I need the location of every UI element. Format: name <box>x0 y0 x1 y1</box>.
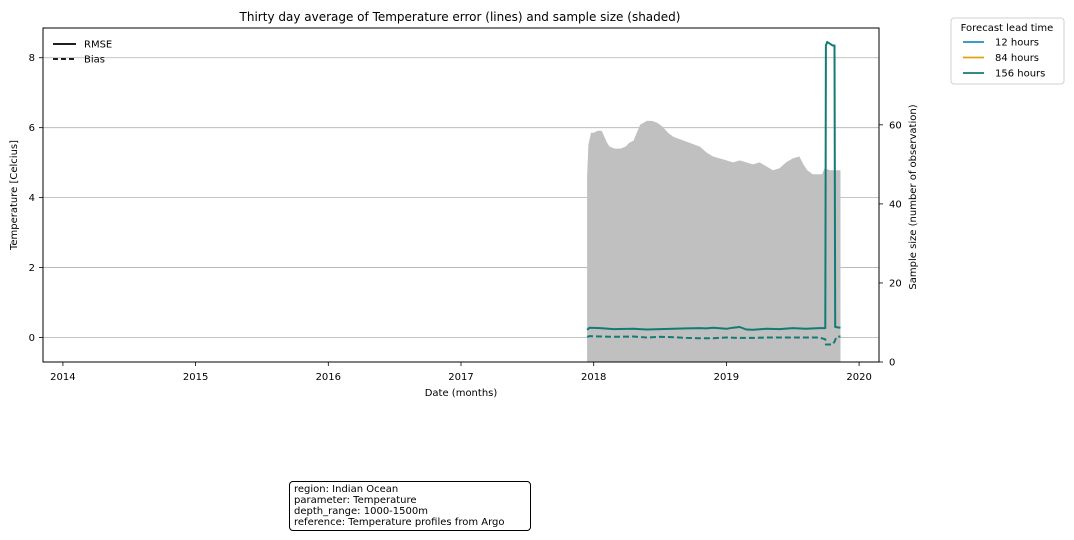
sample-size-area <box>587 120 841 363</box>
y-tick-label: 6 <box>29 123 35 134</box>
series-line-rmse <box>586 41 841 331</box>
series-legend: Forecast lead time 12 hours 84 hours 156 h… <box>950 17 1065 85</box>
y-tick-label: 4 <box>29 193 35 204</box>
y-tick-label: 0 <box>29 333 35 344</box>
y-tick-label: 2 <box>29 263 35 274</box>
series-legend-label: 12 hours <box>995 38 1039 49</box>
y2-tick-label: 60 <box>889 120 902 131</box>
x-tick-label: 2015 <box>183 372 208 383</box>
info-depth-range: depth_range: 1000-1500m <box>294 506 428 517</box>
series-line-bias <box>586 335 841 346</box>
x-tick-label: 2018 <box>581 372 606 383</box>
series-legend-frame <box>950 17 1065 85</box>
x-tick-label: 2017 <box>448 372 473 383</box>
info-parameter: parameter: Temperature <box>294 495 417 506</box>
y-axis-left: 0 2 4 6 8 <box>29 53 43 344</box>
style-legend: RMSE Bias <box>53 40 112 66</box>
y2-tick-label: 20 <box>889 278 902 289</box>
series-lines <box>586 41 841 346</box>
y-axis-right: 0 20 40 60 <box>879 120 902 369</box>
info-region: region: Indian Ocean <box>294 484 399 495</box>
info-reference: reference: Temperature profiles from Arg… <box>294 517 505 528</box>
series-legend-label: 156 hours <box>995 69 1045 80</box>
x-axis: 2014 2015 2016 2017 2018 2019 2020 <box>50 362 872 383</box>
series-legend-label: 84 hours <box>995 53 1039 64</box>
y2-axis-label: Sample size (number of observation) <box>908 104 919 289</box>
y-axis-label: Temperature [Celcius] <box>9 140 20 251</box>
style-legend-label: RMSE <box>84 40 112 51</box>
sample-size-fill <box>587 120 841 363</box>
style-legend-label: Bias <box>84 55 105 66</box>
chart-title: Thirty day average of Temperature error … <box>239 10 681 24</box>
x-axis-label: Date (months) <box>425 388 498 399</box>
info-box: region: Indian Ocean parameter: Temperat… <box>289 481 531 531</box>
x-tick-label: 2019 <box>714 372 739 383</box>
y2-tick-label: 40 <box>889 199 902 210</box>
y2-tick-label: 0 <box>889 358 895 369</box>
x-tick-label: 2016 <box>316 372 341 383</box>
y-tick-label: 8 <box>29 53 35 64</box>
x-tick-label: 2014 <box>50 372 75 383</box>
x-tick-label: 2020 <box>846 372 871 383</box>
series-legend-title: Forecast lead time <box>961 23 1054 34</box>
